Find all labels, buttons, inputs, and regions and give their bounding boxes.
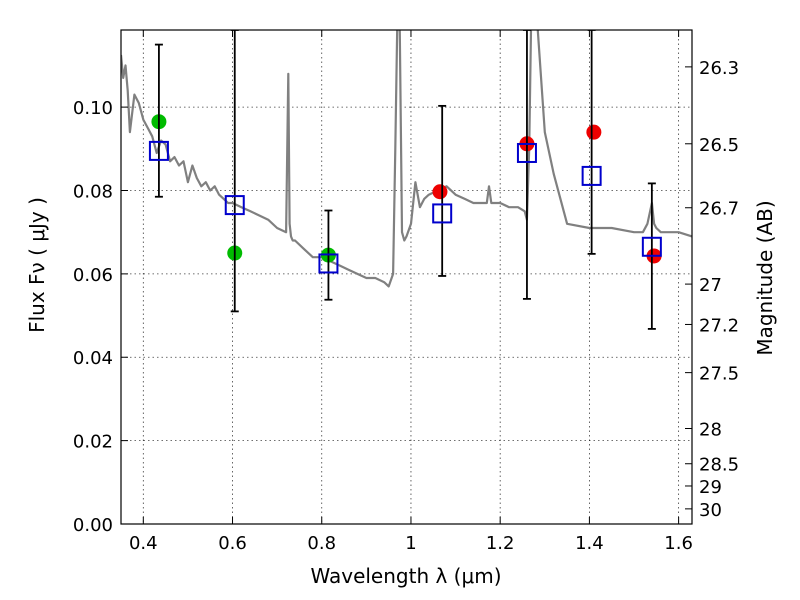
x-axis-label: Wavelength λ (μm) [310, 564, 501, 588]
plot-background [121, 30, 692, 524]
y2-tick-label: 29 [699, 477, 722, 498]
x-tick-label: 0.6 [218, 533, 247, 554]
square-data-point [224, 195, 245, 216]
y2-tick-label: 28.5 [699, 455, 739, 476]
square-data-point [641, 236, 662, 257]
y2-tick-label: 26.5 [699, 135, 739, 156]
y2-axis-label: Magnitude (AB) [753, 200, 777, 355]
y-tick-label: 0.02 [73, 432, 113, 453]
y2-tick-label: 28 [699, 419, 722, 440]
red-data-point [586, 124, 602, 140]
y-tick-label: 0.04 [73, 348, 113, 369]
x-tick-label: 1.4 [575, 533, 604, 554]
square-data-point [581, 165, 602, 186]
y2-tick-label: 26.3 [699, 58, 739, 79]
red-data-point [432, 184, 448, 200]
y2-tick-label: 27.5 [699, 364, 739, 385]
square-data-point [318, 253, 339, 274]
square-data-point [148, 140, 169, 161]
x-tick-label: 1.2 [486, 533, 515, 554]
axis-ticks: 0.4 0.6 0.8 1 1.2 1.4 1.6 0.00 0.02 0.04 0.06 0.08 0… [73, 30, 739, 554]
x-tick-label: 0.8 [307, 533, 336, 554]
y-axis-label: Flux Fν ( μJy ) [25, 197, 49, 333]
model-spectrum-line [121, 30, 692, 288]
x-tick-label: 1.6 [664, 533, 693, 554]
x-tick-label: 1 [405, 533, 416, 554]
y2-tick-label: 30 [699, 500, 722, 521]
plot-layer [121, 30, 692, 330]
plot-frame [120, 29, 693, 525]
square-data-point [432, 203, 453, 224]
y-tick-label: 0.10 [73, 98, 113, 119]
y-tick-label: 0.06 [73, 265, 113, 286]
y-tick-label: 0.00 [73, 515, 113, 536]
square-data-point [516, 142, 537, 163]
y-tick-label: 0.08 [73, 181, 113, 202]
y2-tick-label: 27 [699, 275, 722, 296]
x-tick-label: 0.4 [129, 533, 158, 554]
y2-tick-label: 27.2 [699, 315, 739, 336]
y2-tick-label: 26.7 [699, 199, 739, 220]
